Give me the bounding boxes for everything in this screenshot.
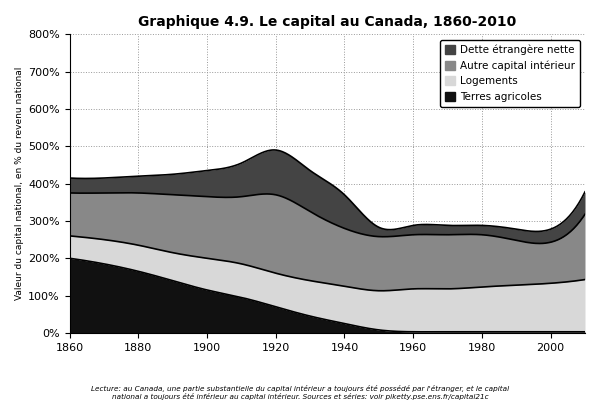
Title: Graphique 4.9. Le capital au Canada, 1860-2010: Graphique 4.9. Le capital au Canada, 186… — [138, 15, 517, 29]
Legend: Dette étrangère nette, Autre capital intérieur, Logements, Terres agricoles: Dette étrangère nette, Autre capital int… — [440, 40, 580, 107]
Text: Lecture: au Canada, une partie substantielle du capital intérieur a toujours été: Lecture: au Canada, une partie substanti… — [91, 385, 509, 400]
Y-axis label: Valeur du capital national, en % du revenu national: Valeur du capital national, en % du reve… — [15, 67, 24, 300]
